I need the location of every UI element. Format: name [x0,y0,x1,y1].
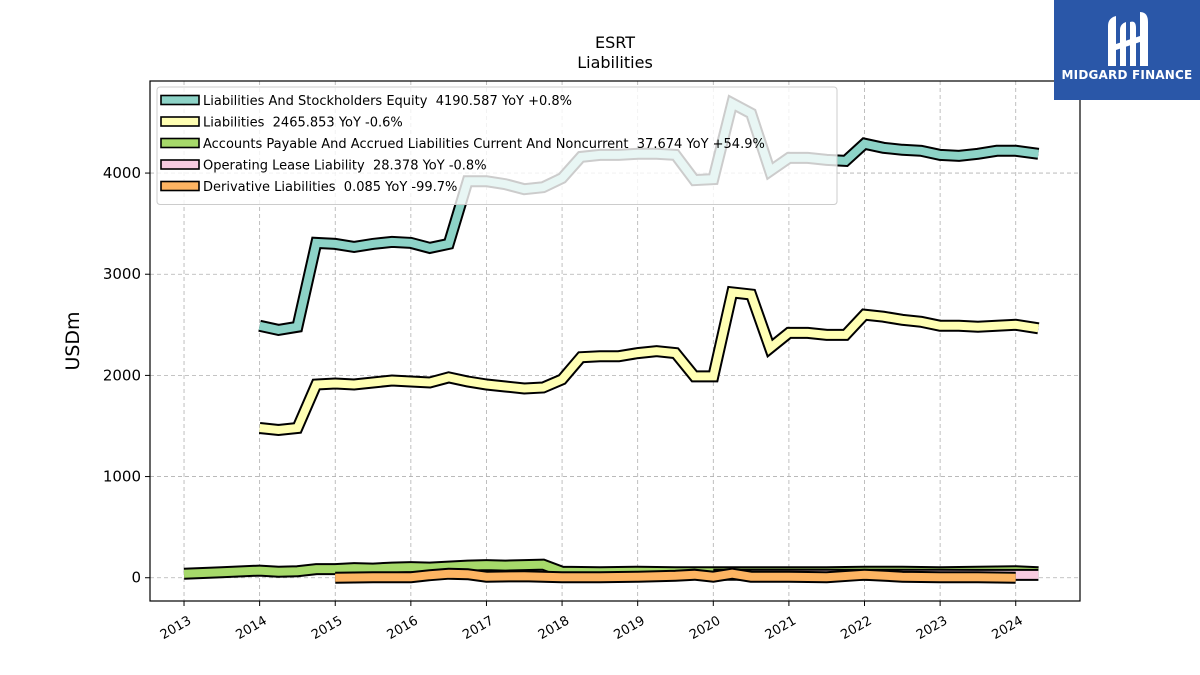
legend-entry: Liabilities And Stockholders Equity 4190… [203,94,572,109]
series-line [259,288,1040,435]
plot-frame [149,80,1081,602]
brand-logo: MIDGARD FINANCE [1054,0,1200,100]
legend-swatch [160,180,200,192]
y-axis: 0 1000 2000 3000 4000 [103,164,150,587]
legend-entry: Liabilities 2465.853 YoY -0.6% [203,116,403,131]
legend-swatch [160,137,200,149]
x-tick-label: 2015 [309,613,345,643]
x-tick-label: 2014 [233,613,269,643]
y-tick-label: 3000 [103,265,141,283]
legend-entry: Accounts Payable And Accrued Liabilities… [203,137,765,152]
brand-name: MIDGARD FINANCE [1061,68,1193,82]
series-line-outline [258,285,1040,437]
legend-entry: Derivative Liabilities 0.085 YoY -99.7% [203,180,457,195]
legend-box [156,86,838,205]
legend: Liabilities And Stockholders Equity 4190… [156,86,838,205]
x-tick-label: 2016 [385,613,421,643]
legend-entry: Operating Lease Liability 28.378 YoY -0.… [203,159,487,174]
legend-swatch [160,94,200,106]
y-tick-label: 4000 [103,164,141,182]
y-tick-label: 2000 [103,366,141,384]
x-tick-label: 2021 [763,613,799,643]
x-tick-label: 2023 [914,613,950,643]
x-tick-label: 2017 [460,613,496,643]
x-tick-label: 2022 [838,613,874,643]
x-tick-label: 2013 [158,613,194,643]
series-5 [335,567,1016,584]
chart-subtitle: Liabilities [577,53,653,72]
y-axis-label: USDm [62,311,84,370]
brand-mark-icon [1108,12,1148,67]
x-axis: 2013 2014 2015 2016 2017 2018 2019 2020 2021 2022… [158,601,1026,643]
x-tick-label: 2020 [687,613,723,643]
legend-swatch [160,159,200,170]
x-tick-label: 2018 [536,613,572,643]
x-tick-label: 2024 [990,613,1026,643]
y-tick-label: 1000 [103,468,141,486]
series-line [335,569,1016,582]
chart-title: ESRT [595,33,635,52]
y-tick-label: 0 [131,569,141,587]
legend-swatch [160,116,200,127]
series-2 [258,285,1040,437]
x-tick-label: 2019 [612,613,648,643]
